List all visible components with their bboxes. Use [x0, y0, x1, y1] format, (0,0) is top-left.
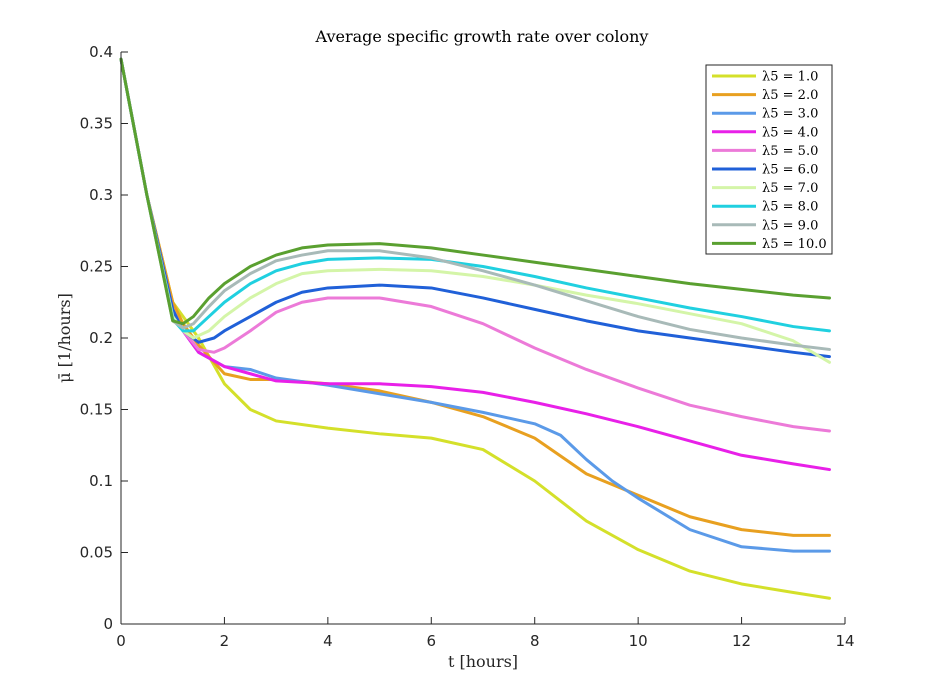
legend-label: λ5 = 7.0 — [762, 181, 818, 196]
x-tick-label: 0 — [116, 632, 126, 650]
y-axis-label: μ̄ [1/hours] — [55, 293, 74, 383]
legend-box — [705, 64, 833, 255]
x-axis-label: t [hours] — [448, 652, 518, 671]
legend-label: λ5 = 6.0 — [762, 163, 818, 178]
legend-label: λ5 = 10.0 — [762, 237, 827, 252]
y-tick-label: 0.15 — [80, 401, 113, 419]
legend-label: λ5 = 8.0 — [762, 200, 818, 215]
y-tick-label: 0.2 — [89, 329, 113, 347]
series-line-7 — [119, 57, 831, 364]
legend-label: λ5 = 4.0 — [762, 125, 818, 140]
legend-label: λ5 = 1.0 — [762, 70, 818, 85]
x-tick-label: 14 — [835, 632, 854, 650]
legend: λ5 = 1.0 λ5 = 2.0 λ5 = 3.0 λ5 = 4.0 λ5 = 5.0… — [705, 64, 833, 255]
x-tick-label: 12 — [732, 632, 751, 650]
legend-items: λ5 = 1.0 λ5 = 2.0 λ5 = 3.0 λ5 = 4.0 λ5 = 5.0… — [712, 70, 827, 252]
x-tick-label: 10 — [629, 632, 648, 650]
legend-label: λ5 = 2.0 — [762, 88, 818, 103]
series-line-8 — [119, 57, 831, 333]
x-tick-label: 4 — [323, 632, 333, 650]
x-tick-label: 6 — [427, 632, 437, 650]
y-tick-label: 0.35 — [80, 115, 113, 133]
chart-title: Average specific growth rate over colony — [315, 27, 649, 46]
y-tick-label: 0.05 — [80, 544, 113, 562]
x-ticks: 0 2 4 6 8 10 12 14 — [116, 617, 855, 650]
series-line-1 — [119, 57, 831, 600]
y-tick-label: 0.25 — [80, 258, 113, 276]
series-line-10 — [119, 57, 831, 326]
series-line-9 — [119, 57, 831, 351]
y-tick-label: 0.3 — [89, 186, 113, 204]
legend-label: λ5 = 9.0 — [762, 218, 818, 233]
y-tick-label: 0.4 — [89, 43, 113, 61]
legend-label: λ5 = 3.0 — [762, 107, 818, 122]
axes-layer: 0 2 4 6 8 10 12 14 0 0.05 0.1 0.15 0.2 0.25 0.3 0.35 0.… — [80, 43, 855, 650]
y-ticks: 0 0.05 0.1 0.15 0.2 0.25 0.3 0.35 0.4 — [80, 43, 128, 633]
x-tick-label: 8 — [530, 632, 540, 650]
legend-label: λ5 = 5.0 — [762, 144, 818, 159]
y-tick-label: 0.1 — [89, 472, 113, 490]
y-tick-label: 0 — [103, 615, 113, 633]
x-tick-label: 2 — [220, 632, 230, 650]
series-layer — [119, 57, 831, 600]
series-line-5 — [119, 57, 831, 433]
